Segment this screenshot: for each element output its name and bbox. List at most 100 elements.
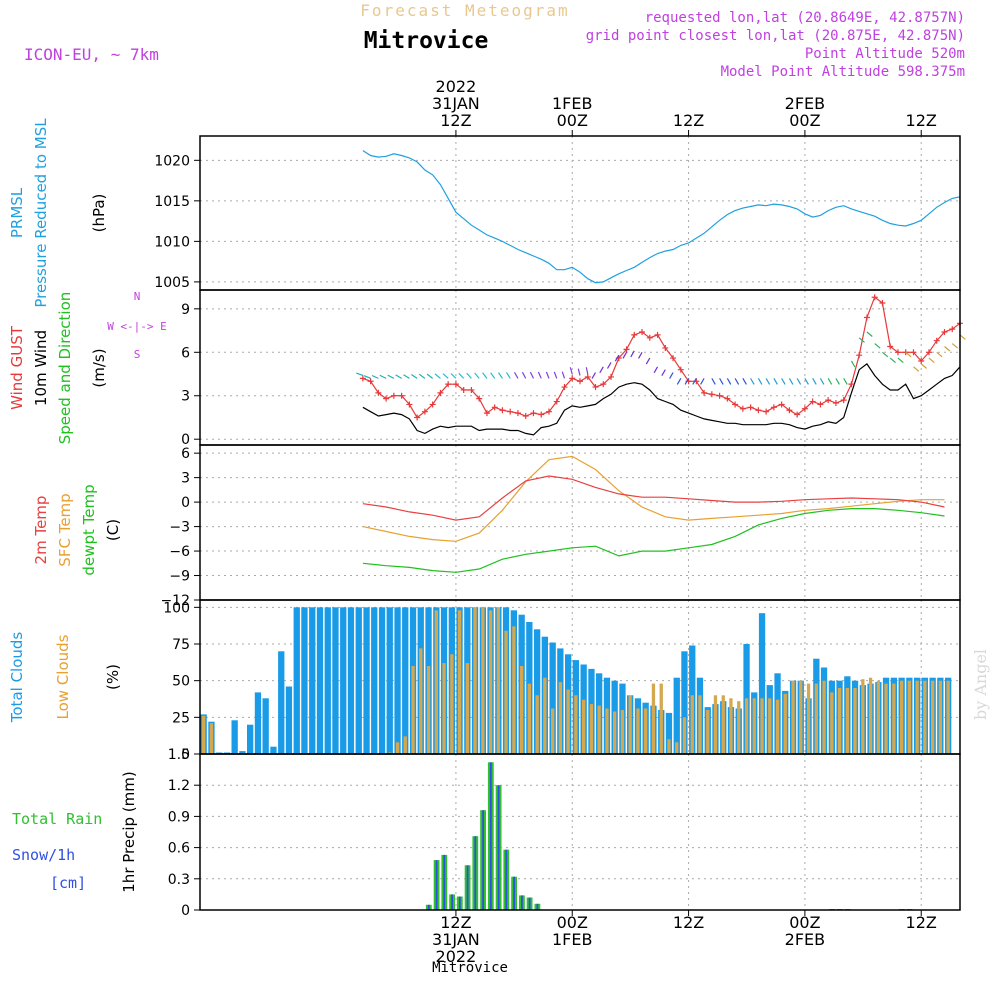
snow-bar: [466, 865, 469, 910]
top-time-label: 12Z: [440, 111, 471, 130]
gust-marker: [468, 386, 475, 393]
gust-marker: [569, 375, 576, 382]
low-clouds-bar: [558, 682, 562, 754]
total-clouds-bar: [665, 712, 673, 754]
wind-direction-arrow: [363, 375, 371, 379]
low-clouds-bar: [520, 666, 524, 754]
wind-direction-arrow: [866, 331, 873, 337]
snow-bar: [528, 897, 531, 910]
gust-marker: [406, 401, 413, 408]
low-clouds-bar: [605, 708, 609, 754]
low-clouds-bar: [845, 688, 849, 754]
wind-subtitle: Speed and Direction: [56, 292, 74, 445]
low-clouds-bar: [636, 708, 640, 754]
low-clouds-bar: [744, 698, 749, 754]
wind-direction-arrow: [553, 371, 558, 379]
wind-direction-arrow: [684, 378, 690, 385]
wind-direction-arrow: [726, 378, 732, 385]
gust-marker: [367, 378, 374, 385]
bottom-time-label: 2022: [436, 947, 477, 966]
panel-frame-temperature: [199, 444, 961, 601]
total-clouds-bar: [262, 698, 269, 754]
legend-snow: Snow/1h: [12, 846, 75, 864]
gust-marker: [871, 294, 878, 301]
total-clouds-bar: [254, 692, 262, 754]
total-clouds-bar: [293, 607, 300, 754]
panel-frame-precip: [199, 753, 961, 911]
y-tick-label: 1020: [154, 153, 190, 169]
y-tick-label: 0.6: [168, 841, 190, 857]
gust-marker: [639, 329, 646, 336]
wind-direction-arrow: [498, 372, 503, 379]
gust-marker: [747, 404, 754, 411]
wind-direction-arrow: [356, 372, 364, 377]
gust-marker: [879, 300, 886, 307]
bottom-time-label: 00Z: [789, 913, 820, 932]
wind-direction-arrow: [827, 378, 833, 385]
wind-direction-arrow: [505, 372, 511, 379]
requested-coords: requested lon,lat (20.8649E, 42.8757N): [645, 10, 965, 26]
low-clouds-bar: [488, 610, 493, 754]
legend-snow-unit: [cm]: [50, 874, 86, 892]
low-clouds-bar: [659, 683, 663, 754]
gust-marker: [383, 395, 390, 402]
gust-marker: [708, 391, 715, 398]
gust-marker: [507, 408, 514, 415]
low-clouds-bar: [861, 679, 865, 754]
gust-marker: [778, 401, 785, 408]
low-clouds-bar: [651, 683, 656, 754]
y-tick-label: 75: [172, 637, 190, 653]
wind-direction-arrow: [889, 357, 896, 364]
low-clouds-bar: [892, 683, 896, 754]
dewpoint-line: [362, 508, 945, 573]
gust-marker: [809, 398, 816, 405]
wind-direction-arrow: [700, 378, 705, 385]
low-clouds-bar: [923, 680, 927, 754]
low-clouds-bar: [667, 739, 671, 754]
gust-marker: [677, 366, 684, 373]
wind-direction-arrow: [395, 374, 402, 379]
supertitle: Forecast Meteogram: [360, 1, 569, 20]
low-clouds-bar: [931, 680, 935, 754]
compass-north: N: [134, 290, 141, 303]
low-clouds-bar: [597, 705, 601, 754]
total-clouds-bar: [758, 613, 766, 754]
footer-location: Mitrovice: [432, 960, 508, 976]
snow-bar: [489, 762, 492, 910]
low-clouds-bar: [814, 683, 818, 754]
wind-direction-arrow: [773, 378, 778, 385]
low-clouds-bar: [442, 663, 446, 754]
low-clouds-bar: [551, 708, 555, 754]
total-clouds-bar: [301, 607, 308, 754]
wind-direction-arrow: [529, 371, 535, 379]
total-clouds-title: Total Clouds: [8, 632, 26, 724]
bottom-time-label: 00Z: [557, 913, 588, 932]
top-time-label: 2022: [436, 77, 477, 96]
wind-direction-arrow: [944, 346, 951, 352]
low-clouds-bar: [799, 680, 803, 754]
low-clouds-bar: [574, 695, 578, 754]
wind-direction-arrow: [450, 373, 457, 379]
precip-title: 1hr Precip (mm): [120, 771, 138, 892]
gust-marker: [398, 392, 405, 399]
low-clouds-bar: [830, 692, 834, 754]
wind-direction-arrow: [637, 351, 643, 359]
low-clouds-bar: [496, 607, 500, 754]
low-clouds-bar: [876, 680, 880, 754]
low-clouds-bar: [690, 695, 694, 754]
low-clouds-bar: [737, 701, 741, 754]
y-tick-label: 1015: [154, 194, 190, 210]
wind-direction-arrow: [843, 378, 848, 385]
total-clouds-bar: [278, 651, 285, 754]
low-clouds-bar: [535, 695, 539, 754]
y-tick-label: 25: [172, 710, 190, 726]
gust-marker: [763, 408, 770, 415]
gust-marker: [646, 334, 653, 341]
low-clouds-bar: [884, 683, 888, 754]
gust-marker: [359, 375, 366, 382]
gridpoint-coords: grid point closest lon,lat (20.875E, 42.…: [586, 28, 965, 44]
wind-direction-arrow: [645, 357, 651, 365]
gust-marker: [739, 405, 746, 412]
wind-direction-arrow: [920, 363, 927, 369]
wind-direction-arrow: [418, 373, 426, 379]
